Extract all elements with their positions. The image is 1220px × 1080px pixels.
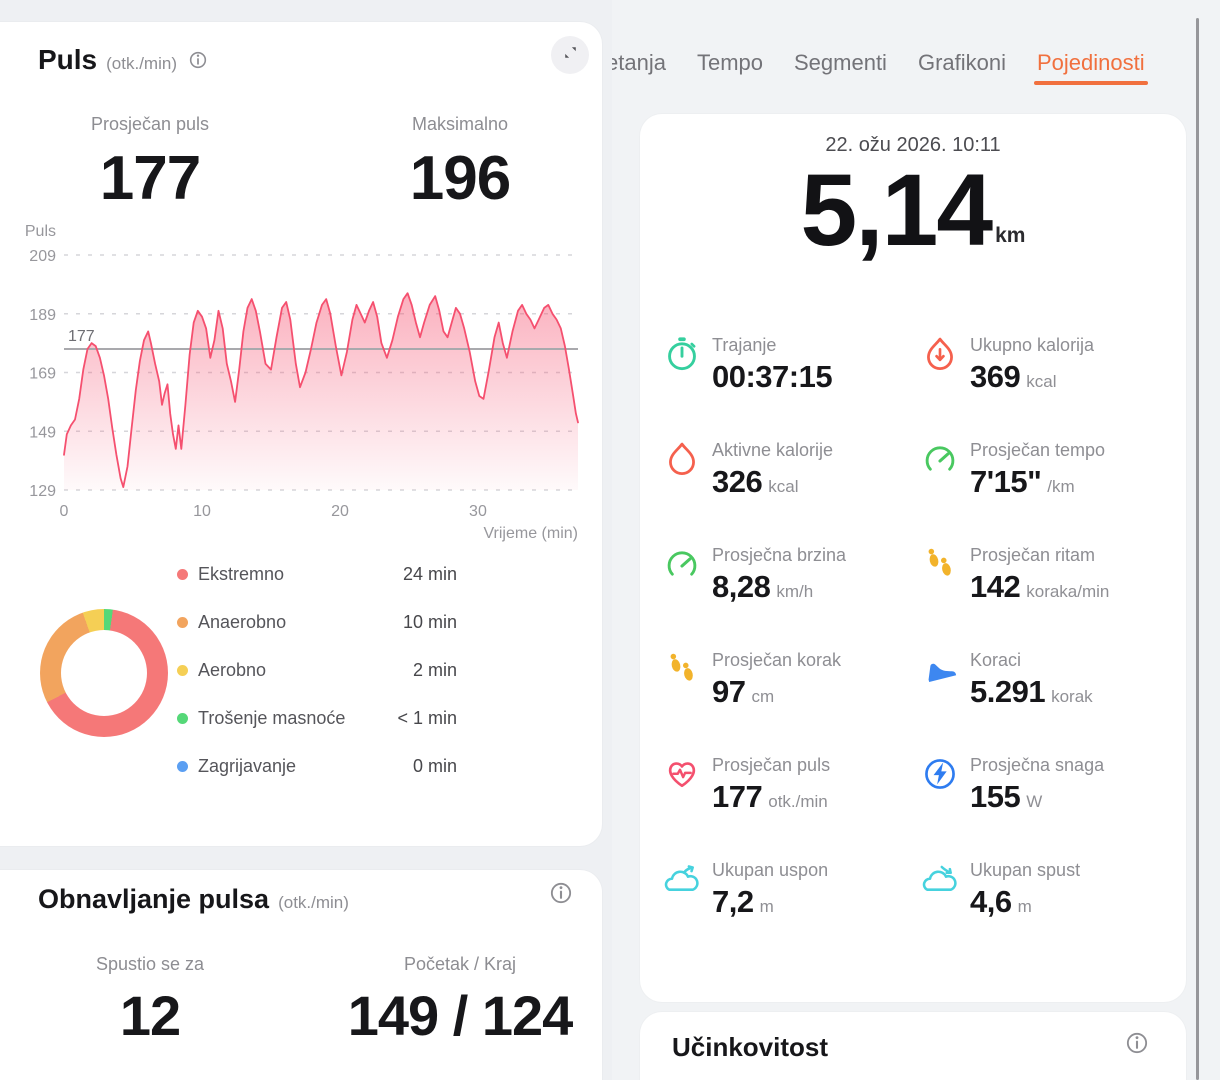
anaerobic-dot-icon <box>177 616 188 628</box>
info-icon[interactable] <box>186 48 210 77</box>
efficiency-title: Učinkovitost <box>672 1032 829 1062</box>
stat-avg-speed: Prosječna brzina 8,28 km/h <box>662 538 920 643</box>
stats-grid: Trajanje 00:37:15 Ukupno kalorija 369 kca… <box>662 328 1166 958</box>
tab-segmenti[interactable]: Segmenti <box>794 50 887 75</box>
expand-button[interactable] <box>551 36 589 74</box>
gauge-icon <box>662 544 702 589</box>
avg-pulse-value: 177 <box>99 144 201 213</box>
tab-kretanja[interactable]: etanja <box>612 50 666 75</box>
expand-icon <box>561 43 580 67</box>
efficiency-card <box>640 1012 1186 1080</box>
recovery-card-header: Obnavljanje pulsa (otk./min) <box>38 884 349 915</box>
drop-by-label: Spustio se za <box>95 954 205 974</box>
ascent-icon <box>662 859 702 904</box>
distance-value: 5,14 <box>800 153 994 267</box>
stat-total-descent: Ukupan spust 4,6 m <box>920 853 1166 958</box>
legend-row-warmup: Zagrijavanje 0 min <box>177 742 457 790</box>
workout-datetime: 22. ožu 2026. 10:11 <box>825 134 1001 156</box>
power-icon <box>920 754 960 799</box>
shoe-icon <box>920 649 960 694</box>
stat-avg-power: Prosječna snaga 155 W <box>920 748 1166 853</box>
legend-row-extreme: Ekstremno 24 min <box>177 550 457 598</box>
extreme-dot-icon <box>177 568 188 580</box>
recovery-card <box>0 870 602 1080</box>
svg-text:189: 189 <box>29 307 56 324</box>
max-pulse-label: Maksimalno <box>411 114 509 134</box>
stat-avg-pace: Prosječan tempo 7'15"/km <box>920 433 1166 538</box>
svg-text:169: 169 <box>29 366 56 383</box>
tab-grafikoni[interactable]: Grafikoni <box>917 50 1006 75</box>
start-end-value: 149 / 124 <box>347 984 574 1047</box>
fat-burn-dot-icon <box>177 712 188 724</box>
start-end-label: Početak / Kraj <box>403 954 517 974</box>
svg-text:Puls: Puls <box>25 223 56 240</box>
tab-bar: etanja Tempo Segmenti Grafikoni Pojedino… <box>612 50 1148 85</box>
stat-active-calories: Aktivne kalorije 326 kcal <box>662 433 920 538</box>
recovery-card-title: Obnavljanje pulsa <box>38 884 270 914</box>
avg-pulse-stat: Prosječan puls 177 <box>0 114 300 214</box>
warmup-dot-icon <box>177 760 188 772</box>
pulse-card-header: Puls (otk./min) <box>38 44 210 76</box>
max-pulse-stat: Maksimalno 196 <box>300 114 612 214</box>
gauge-icon <box>920 439 960 484</box>
distance: 5,14 km <box>640 158 1186 262</box>
legend-row-aerobic: Aerobno 2 min <box>177 646 457 694</box>
zone-legend: Ekstremno 24 min Anaerobno 10 min Aerobn… <box>177 550 457 790</box>
stat-total-ascent: Ukupan uspon 7,2 m <box>662 853 920 958</box>
pulse-card-title: Puls <box>38 44 98 75</box>
svg-text:149: 149 <box>29 424 56 441</box>
stat-total-calories: Ukupno kalorija 369 kcal <box>920 328 1166 433</box>
tab-pojedinosti[interactable]: Pojedinosti <box>1034 50 1148 85</box>
workout-details-panel: etanja Tempo Segmenti Grafikoni Pojedino… <box>612 0 1220 1080</box>
stat-avg-stride: Prosječan korak 97 cm <box>662 643 920 748</box>
svg-text:0: 0 <box>60 503 69 520</box>
footsteps-icon <box>662 649 702 694</box>
flame-icon <box>662 439 702 484</box>
legend-row-fat-burn: Trošenje masnoće < 1 min <box>177 694 457 742</box>
max-pulse-value: 196 <box>409 144 511 213</box>
info-icon[interactable] <box>1122 1028 1152 1063</box>
tab-tempo[interactable]: Tempo <box>696 50 763 75</box>
recovery-summary: Spustio se za 12 Početak / Kraj 149 / 12… <box>0 954 612 1048</box>
svg-text:Vrijeme (min): Vrijeme (min) <box>483 525 578 542</box>
svg-text:177: 177 <box>68 328 95 345</box>
stat-duration: Trajanje 00:37:15 <box>662 328 920 433</box>
scrollbar[interactable] <box>1196 18 1199 1080</box>
total-calories-icon <box>920 334 960 379</box>
details-card <box>640 114 1186 1002</box>
avg-pulse-label: Prosječan puls <box>90 114 210 134</box>
start-end-stat: Početak / Kraj 149 / 124 <box>300 954 612 1048</box>
stat-avg-cadence: Prosječan ritam 142 koraka/min <box>920 538 1166 643</box>
pulse-card-unit: (otk./min) <box>106 54 177 73</box>
footsteps-icon <box>920 544 960 589</box>
recovery-card-unit: (otk./min) <box>278 893 349 912</box>
stat-avg-heart-rate: Prosječan puls 177 otk./min <box>662 748 920 853</box>
aerobic-dot-icon <box>177 664 188 676</box>
svg-text:129: 129 <box>29 483 56 500</box>
svg-text:209: 209 <box>29 248 56 265</box>
legend-row-anaerobic: Anaerobno 10 min <box>177 598 457 646</box>
descent-icon <box>920 859 960 904</box>
distance-unit: km <box>995 224 1026 248</box>
svg-text:10: 10 <box>193 503 211 520</box>
heart-rate-panel: Puls (otk./min) Prosječan puls 177 Maksi… <box>0 22 612 1080</box>
heart-rate-zones-donut <box>40 609 168 737</box>
drop-by-value: 12 <box>119 984 181 1047</box>
info-icon[interactable] <box>546 878 576 913</box>
svg-text:30: 30 <box>469 503 487 520</box>
heart-pulse-icon <box>662 754 702 799</box>
stat-steps: Koraci 5.291 korak <box>920 643 1166 748</box>
svg-text:20: 20 <box>331 503 349 520</box>
drop-by-stat: Spustio se za 12 <box>0 954 300 1048</box>
stopwatch-icon <box>662 334 702 379</box>
pulse-summary: Prosječan puls 177 Maksimalno 196 <box>0 114 612 214</box>
